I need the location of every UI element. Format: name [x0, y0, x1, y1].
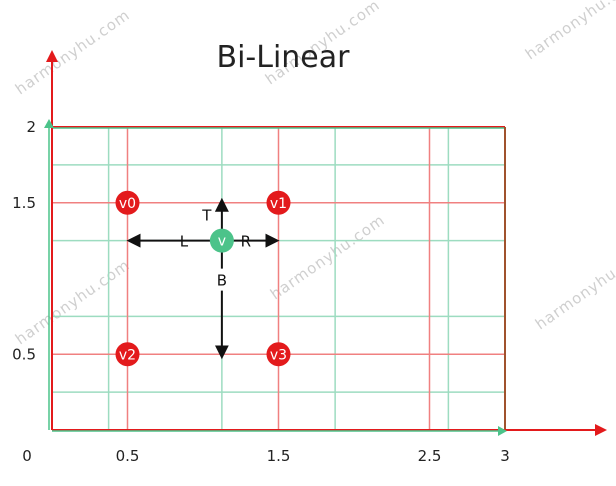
point-label-v1: v1	[270, 196, 287, 212]
watermark-text: harmonyhu.com	[12, 256, 133, 349]
point-label-v2: v2	[119, 347, 136, 363]
x-tick-label: 3	[500, 447, 510, 465]
x-tick-label: 0	[22, 447, 32, 465]
watermark-text: harmonyhu.com	[532, 241, 616, 334]
point-marker-v3	[266, 342, 291, 367]
point-label-v: v	[218, 234, 226, 250]
direction-label-left: L	[180, 233, 189, 251]
point-marker-v1	[266, 190, 291, 215]
x-axis-green-arrowhead	[498, 426, 507, 436]
sample-points: v0 v1 v2 v3 v	[115, 190, 291, 367]
point-marker-v	[209, 228, 234, 253]
y-tick-label: 1.5	[12, 194, 36, 212]
label-gap-bottom	[212, 268, 231, 291]
y-tick-label: 0.5	[12, 345, 36, 363]
direction-label-bottom: B	[217, 272, 227, 290]
watermark-text: harmonyhu.com	[267, 211, 388, 304]
x-tick-label: 1.5	[267, 447, 291, 465]
tick-labels: 0 0.5 1.5 2.5 3 0.5 1.5 2	[12, 118, 510, 465]
point-label-v3: v3	[270, 347, 287, 363]
direction-arrows: TL R B	[126, 197, 280, 360]
point-label-v0: v0	[119, 196, 136, 212]
direction-label-right: R	[241, 233, 251, 251]
watermark-text: harmonyhu.com	[522, 0, 616, 63]
axes	[44, 50, 607, 436]
x-tick-label: 0.5	[116, 447, 140, 465]
direction-label-top: T	[201, 207, 212, 225]
y-axis-green-arrowhead	[44, 119, 54, 128]
diagram-title: Bi-Linear	[217, 40, 351, 75]
watermark-text: harmonyhu.com	[12, 6, 133, 99]
point-marker-v0	[115, 190, 140, 215]
point-marker-v2	[115, 342, 140, 367]
y-tick-label: 2	[26, 118, 36, 136]
x-tick-label: 2.5	[418, 447, 442, 465]
region-frame	[52, 126, 506, 430]
